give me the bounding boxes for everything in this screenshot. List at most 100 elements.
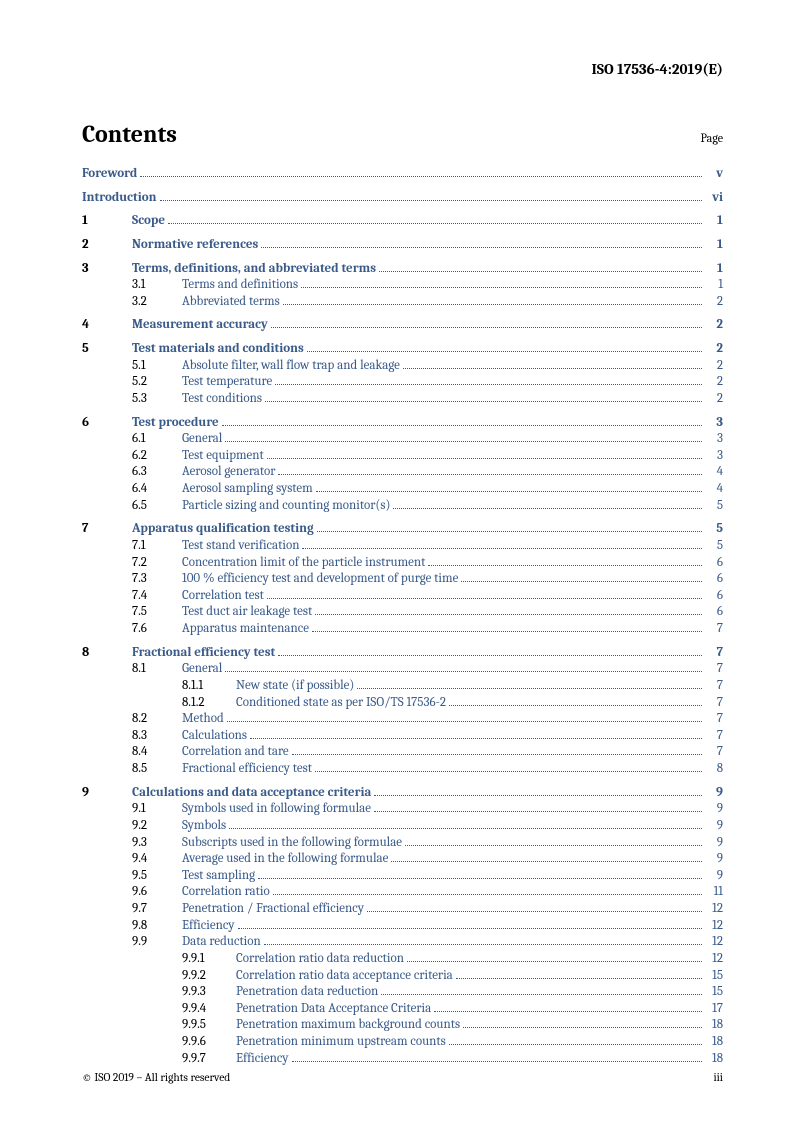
toc-entry[interactable]: 7.3100 % efficiency test and development…	[82, 571, 723, 588]
toc-entry[interactable]: 8.1.1New state (if possible)7	[82, 678, 723, 695]
toc-entry-title: Conditioned state as per ISO/TS 17536-2	[236, 695, 446, 712]
toc-entry[interactable]: 9.5Test sampling9	[82, 868, 723, 885]
toc-entry[interactable]: 9.9.2Correlation ratio data acceptance c…	[82, 968, 723, 985]
toc-leader	[393, 499, 702, 509]
toc-entry[interactable]: 2Normative references1	[82, 237, 723, 254]
toc-entry[interactable]: 8.4Correlation and tare7	[82, 744, 723, 761]
toc-entry[interactable]: 9Calculations and data acceptance criter…	[82, 785, 723, 802]
toc-leader	[160, 191, 702, 201]
toc-entry[interactable]: 5.2Test temperature2	[82, 374, 723, 391]
toc-entry-number: 8.2	[132, 711, 182, 728]
toc-leader	[307, 342, 702, 352]
toc-entry-page: 18	[705, 1017, 723, 1034]
toc-entry[interactable]: 6.1General3	[82, 431, 723, 448]
toc-entry[interactable]: 7.5Test duct air leakage test6	[82, 604, 723, 621]
toc-entry[interactable]: 9.6Correlation ratio11	[82, 884, 723, 901]
toc-entry[interactable]: 9.9.1Correlation ratio data reduction12	[82, 951, 723, 968]
toc-entry-title: Particle sizing and counting monitor(s)	[182, 498, 390, 515]
toc-entry[interactable]: 5Test materials and conditions2	[82, 341, 723, 358]
toc-entry[interactable]: 8.3Calculations7	[82, 728, 723, 745]
toc-leader	[315, 605, 702, 615]
toc-leader	[317, 522, 702, 532]
toc-entry-page: 2	[705, 358, 723, 375]
toc-entry[interactable]: 5.1Absolute filter, wall flow trap and l…	[82, 358, 723, 375]
toc-leader	[278, 465, 702, 475]
toc-entry-number: 9.9.1	[182, 951, 236, 968]
toc-entry-page: 9	[705, 868, 723, 885]
toc-entry-title: Apparatus qualification testing	[132, 521, 314, 538]
toc-entry-page: 8	[705, 761, 723, 778]
toc-entry[interactable]: 9.3Subscripts used in the following form…	[82, 835, 723, 852]
toc-entry-number: 8.1.2	[182, 695, 236, 712]
toc-entry[interactable]: 9.9.5Penetration maximum background coun…	[82, 1017, 723, 1034]
toc-entry-number: 7	[82, 521, 132, 538]
toc-entry[interactable]: 8Fractional efficiency test7	[82, 645, 723, 662]
toc-entry-page: 9	[705, 835, 723, 852]
toc-leader	[316, 482, 702, 492]
toc-entry[interactable]: Forewordv	[82, 166, 723, 183]
toc-entry[interactable]: 9.9.6Penetration minimum upstream counts…	[82, 1034, 723, 1051]
toc-entry-title: Symbols	[182, 818, 226, 835]
toc-entry[interactable]: 9.1Symbols used in following formulae9	[82, 801, 723, 818]
toc-entry-page: 9	[705, 851, 723, 868]
toc-entry-number: 6.1	[132, 431, 182, 448]
toc-entry[interactable]: 3.2Abbreviated terms2	[82, 294, 723, 311]
page-column-label: Page	[701, 131, 723, 145]
toc-entry-number: 7.6	[132, 621, 182, 638]
toc-entry[interactable]: 8.5Fractional efficiency test8	[82, 761, 723, 778]
toc-entry[interactable]: 6Test procedure3	[82, 415, 723, 432]
toc-entry[interactable]: Introductionvi	[82, 190, 723, 207]
toc-entry[interactable]: 9.9.4Penetration Data Acceptance Criteri…	[82, 1001, 723, 1018]
contents-title: Contents	[82, 120, 177, 148]
toc-entry-title: Penetration Data Acceptance Criteria	[236, 1001, 431, 1018]
toc-entry-title: Measurement accuracy	[132, 317, 268, 334]
toc-leader	[267, 589, 702, 599]
toc-entry-number: 9.4	[132, 851, 182, 868]
toc-entry[interactable]: 9.9.3Penetration data reduction15	[82, 984, 723, 1001]
toc-entry[interactable]: 8.2Method7	[82, 711, 723, 728]
toc-leader	[461, 572, 702, 582]
toc-entry-page: 6	[705, 604, 723, 621]
toc-entry[interactable]: 6.3Aerosol generator4	[82, 464, 723, 481]
toc-leader	[229, 819, 702, 829]
toc-entry-number: 8.5	[132, 761, 182, 778]
toc-entry[interactable]: 7.4Correlation test6	[82, 588, 723, 605]
toc-entry[interactable]: 8.1General7	[82, 661, 723, 678]
toc-entry-page: vi	[705, 190, 723, 207]
toc-entry-page: 2	[705, 294, 723, 311]
toc-entry[interactable]: 6.5Particle sizing and counting monitor(…	[82, 498, 723, 515]
toc-entry[interactable]: 9.7Penetration / Fractional efficiency12	[82, 901, 723, 918]
toc-entry[interactable]: 7.2Concentration limit of the particle i…	[82, 555, 723, 572]
toc-entry[interactable]: 9.2Symbols9	[82, 818, 723, 835]
toc-entry-page: 9	[705, 818, 723, 835]
toc-entry[interactable]: 6.2Test equipment3	[82, 448, 723, 465]
toc-entry[interactable]: 9.9.7Efficiency18	[82, 1051, 723, 1068]
toc-entry[interactable]: 9.4Average used in the following formula…	[82, 851, 723, 868]
toc-entry[interactable]: 3Terms, definitions, and abbreviated ter…	[82, 261, 723, 278]
toc-entry-page: 6	[705, 555, 723, 572]
toc-entry[interactable]: 7Apparatus qualification testing5	[82, 521, 723, 538]
toc-entry[interactable]: 8.1.2Conditioned state as per ISO/TS 175…	[82, 695, 723, 712]
toc-leader	[140, 167, 702, 177]
toc-entry[interactable]: 9.9Data reduction12	[82, 934, 723, 951]
toc-entry-title: Penetration minimum upstream counts	[236, 1034, 446, 1051]
toc-entry-title: Test materials and conditions	[132, 341, 304, 358]
toc-entry-title: Foreword	[82, 166, 137, 183]
toc-entry[interactable]: 9.8Efficiency12	[82, 918, 723, 935]
toc-entry[interactable]: 7.6Apparatus maintenance7	[82, 621, 723, 638]
toc-entry[interactable]: 6.4Aerosol sampling system4	[82, 481, 723, 498]
toc-entry-page: 5	[705, 498, 723, 515]
toc-entry[interactable]: 4Measurement accuracy2	[82, 317, 723, 334]
toc-entry[interactable]: 3.1Terms and definitions1	[82, 277, 723, 294]
toc-entry-number: 2	[82, 237, 132, 254]
toc-entry-title: General	[182, 431, 222, 448]
toc-entry[interactable]: 7.1Test stand verification5	[82, 538, 723, 555]
toc-leader	[267, 449, 702, 459]
toc-entry-page: 7	[705, 661, 723, 678]
toc-leader	[434, 1002, 702, 1012]
toc-entry[interactable]: 5.3Test conditions2	[82, 391, 723, 408]
toc-entry[interactable]: 1Scope1	[82, 213, 723, 230]
toc-entry-title: Correlation ratio data reduction	[236, 951, 404, 968]
toc-entry-page: 12	[705, 934, 723, 951]
toc-leader	[225, 662, 702, 672]
